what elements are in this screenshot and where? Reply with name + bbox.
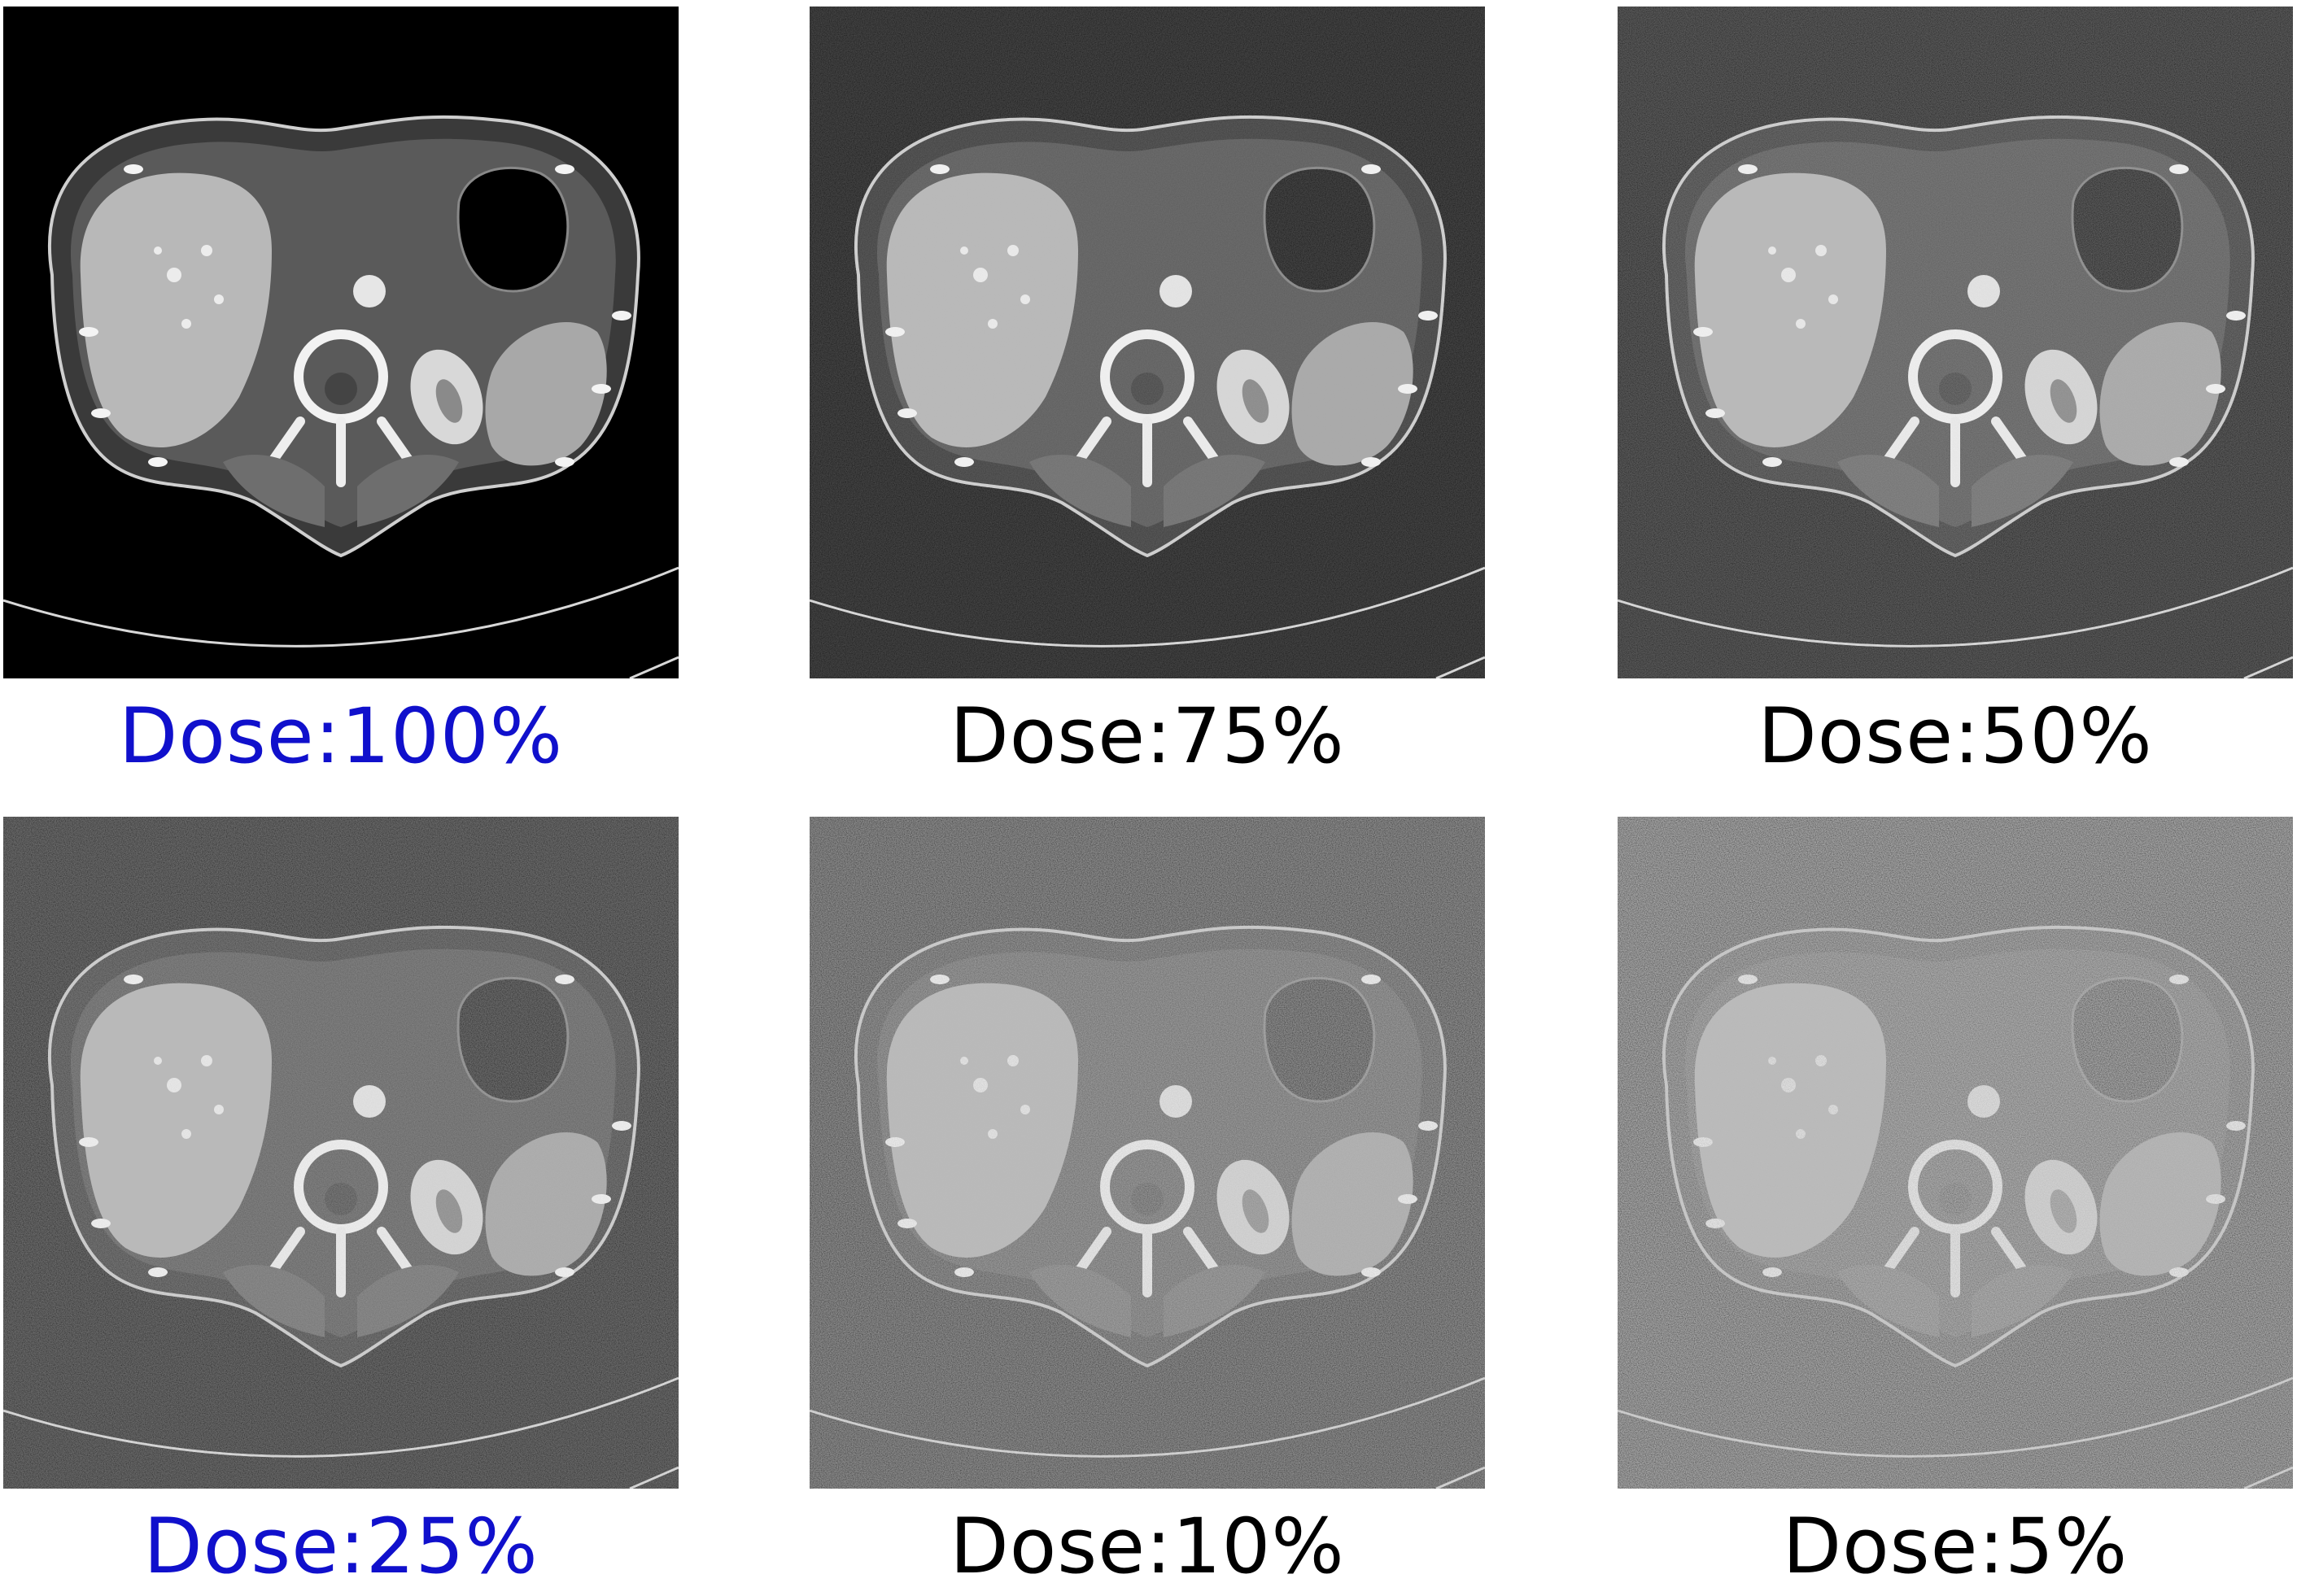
dose-caption: Dose:100% — [118, 692, 564, 781]
ct-scan-image — [3, 817, 679, 1489]
dose-caption: Dose:5% — [1782, 1502, 2129, 1591]
ct-scan-image — [1618, 7, 2293, 678]
ct-scan-image — [3, 7, 679, 678]
ct-panel-5: Dose:10% — [810, 817, 1485, 1596]
ct-scan-image — [810, 7, 1485, 678]
ct-panel-1: Dose:100% — [3, 7, 679, 786]
dose-caption: Dose:10% — [950, 1502, 1345, 1591]
ct-panel-4: Dose:25% — [3, 817, 679, 1596]
ct-panel-2: Dose:75% — [810, 7, 1485, 786]
ct-scan-image — [1618, 817, 2293, 1489]
ct-scan-image — [810, 817, 1485, 1489]
dose-caption: Dose:75% — [950, 692, 1345, 781]
dose-caption: Dose:50% — [1758, 692, 2153, 781]
ct-panel-3: Dose:50% — [1618, 7, 2293, 786]
dose-caption: Dose:25% — [143, 1502, 539, 1591]
ct-panel-6: Dose:5% — [1618, 817, 2293, 1596]
